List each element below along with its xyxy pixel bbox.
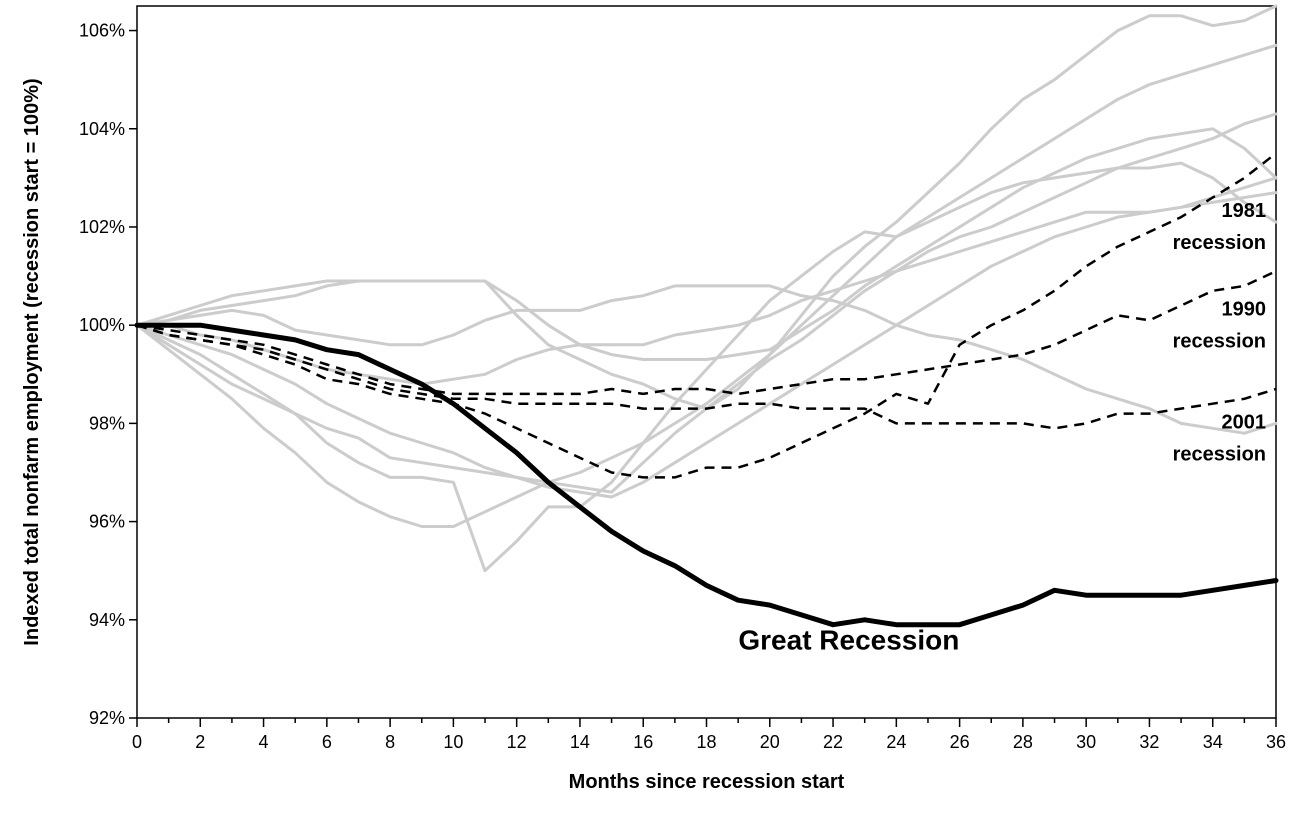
series-line-2 (135, 284, 1278, 435)
x-tick-label: 34 (1203, 732, 1223, 752)
x-tick-label: 6 (322, 732, 332, 752)
y-tick-label: 92% (89, 708, 125, 728)
x-tick-label: 10 (443, 732, 463, 752)
annotations: 1981 recession 1990 recession 2001 recession G… (738, 200, 1266, 655)
x-axis-title: Months since recession start (569, 771, 845, 793)
x-tick-label: 30 (1076, 732, 1096, 752)
series-annotation: 1981 recession (1173, 200, 1266, 254)
series-line-1 (135, 4, 1278, 411)
series-annotation: Great Recession (738, 624, 959, 655)
series-line-7 (135, 191, 1278, 499)
x-tick-label: 4 (259, 732, 269, 752)
x-tick-label: 2 (195, 732, 205, 752)
series-annotation: 2001 recession (1173, 411, 1266, 465)
series-line-2001-recession (136, 324, 1277, 430)
y-tick-label: 104% (79, 119, 125, 139)
y-tick-label: 102% (79, 217, 125, 237)
y-tick-label: 94% (89, 610, 125, 630)
x-tick-label: 20 (760, 732, 780, 752)
series-annotation: 1990 recession (1173, 298, 1266, 352)
x-tick-label: 0 (132, 732, 142, 752)
x-tick-label: 22 (823, 732, 843, 752)
series-line-4 (135, 161, 1278, 573)
series-line-1981-recession (136, 152, 1277, 479)
x-tick-label: 16 (633, 732, 653, 752)
y-tick-label: 100% (79, 315, 125, 335)
x-tick-label: 26 (950, 732, 970, 752)
series-line-3 (135, 176, 1278, 386)
x-tick-label: 12 (507, 732, 527, 752)
x-tick-label: 8 (385, 732, 395, 752)
series-line-0 (135, 127, 1278, 361)
series-line-great-recession (134, 322, 1279, 628)
x-tick-label: 32 (1139, 732, 1159, 752)
y-axis-title: Indexed total nonfarm employment (recess… (21, 78, 43, 645)
x-tick-label: 36 (1266, 732, 1286, 752)
series-layer (134, 4, 1279, 628)
y-axis: 92% 94% 96% 98% 100% 102% 104% 106% (79, 21, 137, 728)
y-tick-label: 106% (79, 21, 125, 41)
x-tick-label: 14 (570, 732, 590, 752)
series-line-1990-recession (136, 270, 1277, 396)
y-tick-label: 98% (89, 413, 125, 433)
series-line-5 (135, 43, 1278, 528)
y-tick-label: 96% (89, 512, 125, 532)
x-tick-label: 18 (696, 732, 716, 752)
x-tick-label: 28 (1013, 732, 1033, 752)
x-tick-label: 24 (886, 732, 906, 752)
x-axis: 0 2 4 6 8 10 12 14 16 18 20 22 24 26 28 30 32 34 36 (132, 718, 1286, 752)
